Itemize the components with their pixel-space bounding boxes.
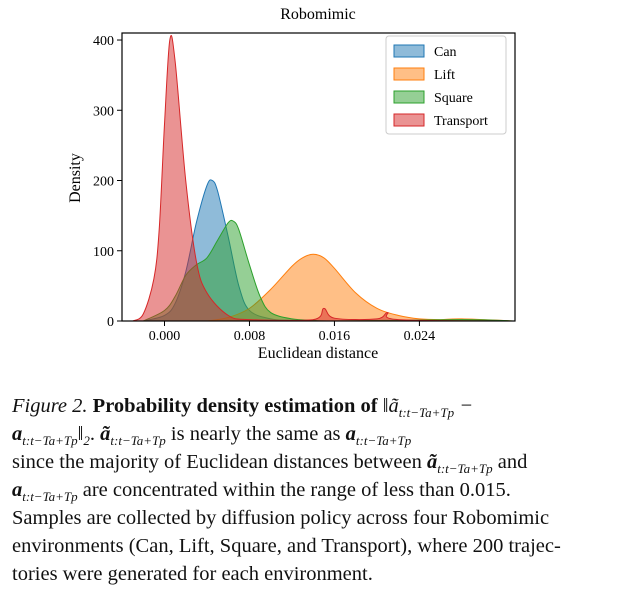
chart-title: Robomimic — [280, 6, 356, 23]
legend-label-transport: Transport — [434, 114, 488, 129]
legend: Can Lift Square Transport — [385, 35, 507, 135]
caption-line: at:t−Ta+Tp are concentrated within the r… — [12, 476, 618, 504]
caption-text: 2 — [83, 433, 90, 449]
plot-area — [130, 35, 516, 322]
legend-swatch-lift — [393, 67, 425, 81]
x-tick-label: 0.008 — [234, 329, 266, 344]
caption-text: Samples are collected by diffusion polic… — [12, 507, 550, 529]
x-tick-label: 0.016 — [319, 329, 351, 344]
legend-box — [385, 35, 507, 135]
caption-text: Probability density estimation of — [87, 395, 383, 417]
y-axis-label: Density — [67, 153, 84, 203]
caption-text: t:t−Ta+Tp — [22, 489, 78, 505]
legend-label-can: Can — [434, 45, 457, 60]
x-tick-label: 0.000 — [149, 329, 181, 344]
y-tick-label: 200 — [93, 175, 114, 190]
density-transport — [130, 35, 516, 322]
caption-text: − — [454, 395, 474, 417]
x-tick-label: 0.024 — [404, 329, 436, 344]
legend-label-square: Square — [434, 91, 473, 106]
caption-text: are concentrated within the range of les… — [77, 479, 511, 501]
caption-text: environments (Can, Lift, Square, and Tra… — [12, 535, 561, 557]
caption-line: Samples are collected by diffusion polic… — [12, 504, 618, 532]
caption-text: tories were generated for each environme… — [12, 563, 373, 585]
x-axis-label: Euclidean distance — [258, 345, 378, 362]
legend-swatch-square — [393, 90, 425, 104]
caption-text: ‖ã — [382, 395, 399, 417]
caption-text: is nearly the same as — [165, 423, 346, 445]
y-tick-label: 300 — [93, 104, 114, 119]
figure-caption: Figure 2. Probability density estimation… — [12, 392, 618, 588]
axis-ticks: 0.000 0.008 0.016 0.024 0 100 200 300 400 — [93, 34, 435, 344]
caption-text: t:t−Ta+Tp — [110, 433, 166, 449]
caption-text: ‖ — [77, 423, 84, 445]
caption-text: t:t−Ta+Tp — [437, 461, 493, 477]
y-tick-label: 400 — [93, 34, 114, 49]
caption-text: ã — [426, 451, 438, 473]
y-tick-label: 0 — [107, 315, 114, 330]
caption-text: t:t−Ta+Tp — [398, 405, 455, 421]
caption-text: Figure 2. — [12, 395, 88, 417]
caption-line: at:t−Ta+Tp‖2. ãt:t−Ta+Tp is nearly the s… — [12, 420, 618, 448]
legend-swatch-can — [393, 44, 425, 58]
caption-text: t:t−Ta+Tp — [22, 433, 78, 449]
caption-text: a — [345, 423, 356, 445]
y-tick-label: 100 — [93, 245, 114, 260]
caption-text: a — [12, 423, 23, 445]
caption-text: . — [89, 423, 101, 445]
axes-frame — [121, 32, 516, 322]
caption-line: tories were generated for each environme… — [12, 560, 618, 588]
legend-label-lift: Lift — [434, 68, 455, 83]
caption-text: since the majority of Euclidean distance… — [12, 451, 427, 473]
caption-text: and — [492, 451, 528, 473]
caption-text: t:t−Ta+Tp — [355, 433, 412, 449]
legend-swatch-transport — [393, 113, 425, 127]
caption-line: Figure 2. Probability density estimation… — [12, 392, 618, 420]
caption-text: ã — [100, 423, 111, 445]
caption-line: since the majority of Euclidean distance… — [12, 448, 618, 476]
caption-line: environments (Can, Lift, Square, and Tra… — [12, 532, 618, 560]
density-chart: Robomimic 0.000 0.008 0.016 0.024 0 100 200 300… — [67, 6, 516, 362]
caption-text: a — [12, 479, 23, 501]
